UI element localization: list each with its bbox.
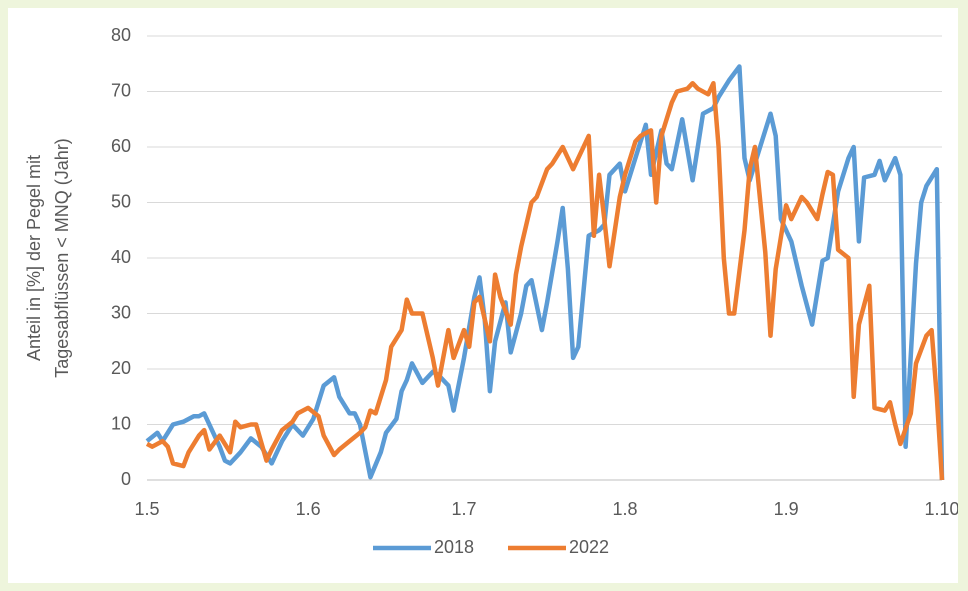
y-tick-label: 60 xyxy=(111,136,131,156)
y-tick-label: 30 xyxy=(111,302,131,322)
y-tick-label: 50 xyxy=(111,191,131,211)
y-tick-label: 70 xyxy=(111,80,131,100)
x-tick-label: 1.8 xyxy=(613,499,638,519)
chart-area: 0 10 20 30 40 50 60 70 80 1.5 1.6 1.7 1.8 1.9 1.10 Ante… xyxy=(8,8,960,583)
y-tick-label: 80 xyxy=(111,25,131,45)
x-tick-label: 1.9 xyxy=(774,499,799,519)
y-tick-label: 40 xyxy=(111,247,131,267)
x-tick-label: 1.5 xyxy=(134,499,159,519)
x-tick-label: 1.7 xyxy=(451,499,476,519)
y-tick-label: 20 xyxy=(111,358,131,378)
y-tick-label: 10 xyxy=(111,413,131,433)
x-tick-label: 1.6 xyxy=(296,499,321,519)
legend-label: 2022 xyxy=(569,537,609,557)
x-tick-label: 1.10 xyxy=(924,499,958,519)
series-line xyxy=(145,80,945,481)
series-line xyxy=(145,64,945,481)
chart: 0 10 20 30 40 50 60 70 80 1.5 1.6 1.7 1.8 1.9 1.10 Ante… xyxy=(24,25,960,557)
y-axis-label-line: Tagesabflüssen < MNQ (Jahr) xyxy=(52,138,72,378)
y-tick-label: 0 xyxy=(121,469,131,489)
y-axis-label: Anteil in [%] der Pegel mit Tagesabflüsse… xyxy=(24,138,72,378)
y-axis-label-line: Anteil in [%] der Pegel mit xyxy=(24,155,44,361)
legend-label: 2018 xyxy=(434,537,474,557)
